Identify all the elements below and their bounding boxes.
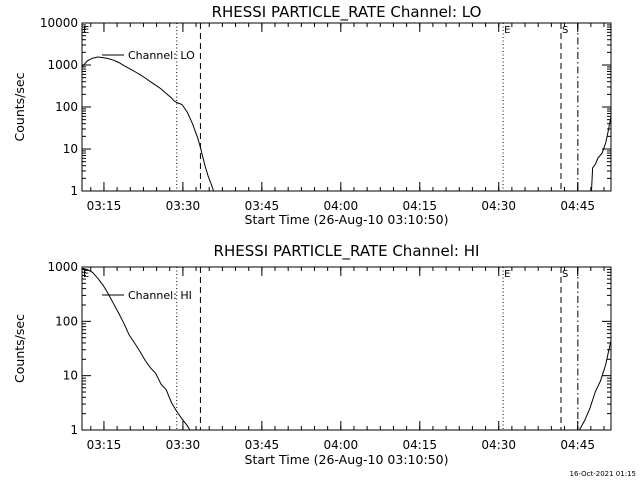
y-tick-label: 10000 xyxy=(40,16,78,30)
x-tick-label: 04:00 xyxy=(324,199,359,213)
y-axis-label: Counts/sec xyxy=(12,72,27,141)
y-tick-label: 100 xyxy=(55,100,78,114)
chart-title: RHESSI PARTICLE_RATE Channel: LO xyxy=(212,3,482,22)
y-tick-label: 1000 xyxy=(47,58,78,72)
y-tick-label: 1 xyxy=(70,423,78,437)
data-series-line xyxy=(81,267,191,431)
y-tick-label: 10 xyxy=(63,369,78,383)
x-tick-label: 04:00 xyxy=(324,438,359,452)
x-tick-label: 04:30 xyxy=(481,199,516,213)
plot-frame xyxy=(81,266,612,431)
x-tick-label: 03:30 xyxy=(166,438,201,452)
chart-title: RHESSI PARTICLE_RATE Channel: HI xyxy=(214,242,480,261)
x-tick-label: 03:30 xyxy=(166,199,201,213)
x-tick-label: 04:45 xyxy=(560,199,595,213)
y-tick-label: 100 xyxy=(55,314,78,328)
x-axis-label: Start Time (26-Aug-10 03:10:50) xyxy=(245,212,449,227)
y-tick-label: 1 xyxy=(70,184,78,198)
x-tick-label: 04:30 xyxy=(481,438,516,452)
event-marker-label: E xyxy=(504,25,510,36)
x-tick-label: 03:45 xyxy=(245,438,280,452)
y-axis-label: Counts/sec xyxy=(12,314,27,383)
x-tick-label: 03:15 xyxy=(87,438,122,452)
x-tick-label: 03:15 xyxy=(87,199,122,213)
event-marker-label: E xyxy=(504,269,510,280)
x-tick-label: 03:45 xyxy=(245,199,280,213)
chart-panel-hi: RHESSI PARTICLE_RATE Channel: HI 1 10 100 10… xyxy=(12,242,612,467)
start-marker-label: E xyxy=(83,269,89,280)
y-tick-label: 10 xyxy=(63,142,78,156)
data-series-line xyxy=(577,116,612,192)
x-tick-label: 04:45 xyxy=(560,438,595,452)
legend-label: Channel: HI xyxy=(128,289,192,302)
chart-panel-lo: RHESSI PARTICLE_RATE Channel: LO 1 10 100 10… xyxy=(12,3,612,227)
start-marker-label: E xyxy=(83,25,89,36)
y-tick-label: 1000 xyxy=(47,260,78,274)
x-axis-label: Start Time (26-Aug-10 03:10:50) xyxy=(245,452,449,467)
event-marker-label: S xyxy=(562,25,568,36)
x-tick-label: 04:15 xyxy=(402,438,437,452)
generation-timestamp: 16-Oct-2021 01:15 xyxy=(570,470,636,478)
legend-label: Channel: LO xyxy=(128,49,195,62)
x-tick-label: 04:15 xyxy=(402,199,437,213)
data-series-line xyxy=(81,56,215,192)
data-series-line xyxy=(578,340,612,431)
event-marker-label: S xyxy=(562,269,568,280)
